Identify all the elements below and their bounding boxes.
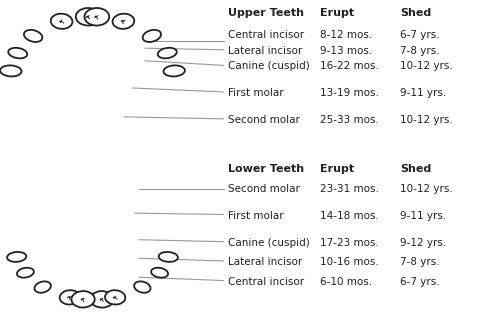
Text: Central incisor: Central incisor xyxy=(228,277,304,287)
Text: 10-16 mos.: 10-16 mos. xyxy=(320,257,379,267)
Text: 23-31 mos.: 23-31 mos. xyxy=(320,184,379,194)
Text: Canine (cuspid): Canine (cuspid) xyxy=(228,238,309,248)
Ellipse shape xyxy=(164,65,185,76)
Text: 10-12 yrs.: 10-12 yrs. xyxy=(400,61,453,71)
Text: 13-19 mos.: 13-19 mos. xyxy=(320,88,379,98)
Ellipse shape xyxy=(34,282,51,293)
Ellipse shape xyxy=(7,252,26,262)
Ellipse shape xyxy=(84,8,109,26)
Text: Upper Teeth: Upper Teeth xyxy=(228,8,304,18)
Text: 10-12 yrs.: 10-12 yrs. xyxy=(400,184,453,194)
Ellipse shape xyxy=(158,48,177,58)
Ellipse shape xyxy=(72,291,94,307)
Ellipse shape xyxy=(17,268,34,278)
Ellipse shape xyxy=(8,48,27,58)
Text: Canine (cuspid): Canine (cuspid) xyxy=(228,61,309,71)
Text: 7-8 yrs.: 7-8 yrs. xyxy=(400,46,440,56)
Ellipse shape xyxy=(60,290,80,304)
Text: 9-11 yrs.: 9-11 yrs. xyxy=(400,211,446,221)
Text: 10-12 yrs.: 10-12 yrs. xyxy=(400,115,453,125)
Text: 6-10 mos.: 6-10 mos. xyxy=(320,277,372,287)
Ellipse shape xyxy=(0,65,22,76)
Text: 16-22 mos.: 16-22 mos. xyxy=(320,61,379,71)
Ellipse shape xyxy=(134,282,150,293)
Text: 6-7 yrs.: 6-7 yrs. xyxy=(400,277,440,287)
Text: Central incisor: Central incisor xyxy=(228,30,304,40)
Text: Lateral incisor: Lateral incisor xyxy=(228,46,302,56)
Ellipse shape xyxy=(142,30,161,42)
Text: Second molar: Second molar xyxy=(228,184,300,194)
Text: Shed: Shed xyxy=(400,8,431,18)
Text: 6-7 yrs.: 6-7 yrs. xyxy=(400,30,440,40)
Text: 8-12 mos.: 8-12 mos. xyxy=(320,30,372,40)
Ellipse shape xyxy=(158,252,178,262)
Ellipse shape xyxy=(24,30,42,42)
Ellipse shape xyxy=(112,14,134,29)
Text: 9-13 mos.: 9-13 mos. xyxy=(320,46,372,56)
Text: First molar: First molar xyxy=(228,211,283,221)
Text: Erupt: Erupt xyxy=(320,8,354,18)
Ellipse shape xyxy=(90,291,114,307)
Text: 9-11 yrs.: 9-11 yrs. xyxy=(400,88,446,98)
Text: First molar: First molar xyxy=(228,88,283,98)
Ellipse shape xyxy=(76,8,100,26)
Text: Lower Teeth: Lower Teeth xyxy=(228,164,304,174)
Text: Erupt: Erupt xyxy=(320,164,354,174)
Text: 7-8 yrs.: 7-8 yrs. xyxy=(400,257,440,267)
Text: 17-23 mos.: 17-23 mos. xyxy=(320,238,379,248)
Text: Lateral incisor: Lateral incisor xyxy=(228,257,302,267)
Text: Shed: Shed xyxy=(400,164,431,174)
Text: Second molar: Second molar xyxy=(228,115,300,125)
Text: 25-33 mos.: 25-33 mos. xyxy=(320,115,379,125)
Text: 14-18 mos.: 14-18 mos. xyxy=(320,211,379,221)
Ellipse shape xyxy=(151,268,168,278)
Ellipse shape xyxy=(105,290,126,304)
Text: 9-12 yrs.: 9-12 yrs. xyxy=(400,238,446,248)
Ellipse shape xyxy=(51,14,72,29)
